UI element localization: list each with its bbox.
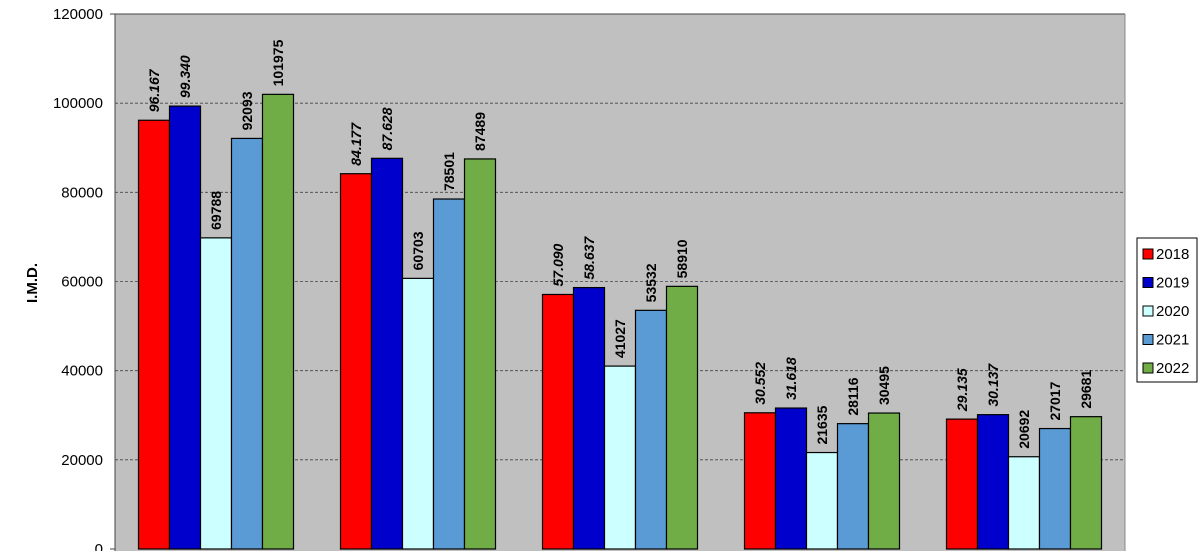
- y-tick-label: 20000: [61, 452, 103, 469]
- data-label: 30495: [876, 366, 892, 405]
- bar: [572, 286, 606, 550]
- data-label: 29681: [1078, 370, 1094, 409]
- data-label: 78501: [441, 152, 457, 191]
- bar: [665, 285, 699, 550]
- data-label: 60703: [410, 231, 426, 270]
- data-label: 30.552: [752, 362, 768, 405]
- data-label: 96.167: [146, 68, 162, 112]
- bar: [463, 158, 497, 550]
- data-label: 30.137: [985, 363, 1001, 407]
- y-tick-label: 120000: [53, 6, 103, 23]
- legend-swatch: [1142, 305, 1154, 317]
- data-label: 57.090: [550, 243, 566, 286]
- data-label: 21635: [814, 405, 830, 444]
- bar: [137, 119, 171, 550]
- bar: [836, 423, 870, 550]
- bar: [168, 105, 202, 550]
- y-tick-label: 100000: [53, 95, 103, 112]
- bar: [541, 293, 575, 550]
- data-label: 20692: [1016, 410, 1032, 449]
- bar: [867, 412, 901, 550]
- legend-label: 2018: [1156, 246, 1189, 263]
- data-label: 41027: [612, 319, 628, 358]
- legend-swatch: [1142, 362, 1154, 374]
- data-label: 58.637: [581, 236, 597, 280]
- bar: [339, 173, 373, 550]
- data-label: 58910: [674, 239, 690, 278]
- data-label: 31.618: [783, 357, 799, 400]
- bar: [370, 157, 404, 550]
- bar: [743, 412, 777, 550]
- legend-swatch: [1142, 248, 1154, 260]
- y-tick-label: 80000: [61, 184, 103, 201]
- bar: [976, 414, 1010, 550]
- bar: [774, 407, 808, 550]
- bar: [1007, 456, 1041, 550]
- data-label: 101975: [270, 39, 286, 86]
- bar: [230, 137, 264, 550]
- bar: [1038, 427, 1072, 550]
- data-label: 87489: [472, 112, 488, 151]
- legend-swatch: [1142, 334, 1154, 345]
- data-label: 92093: [239, 91, 255, 130]
- legend-label: 2019: [1156, 275, 1189, 292]
- legend-swatch: [1142, 277, 1154, 288]
- data-label: 69788: [208, 191, 224, 230]
- legend-label: 2020: [1156, 303, 1189, 320]
- bar: [401, 277, 435, 550]
- bar: [261, 93, 295, 550]
- y-tick-label: 40000: [61, 363, 103, 380]
- data-label: 27017: [1047, 381, 1063, 420]
- data-label: 99.340: [177, 55, 193, 98]
- y-tick-label: 60000: [61, 274, 103, 291]
- bar: [634, 309, 668, 550]
- legend-label: 2021: [1156, 332, 1189, 349]
- bar: [805, 451, 839, 550]
- legend-label: 2022: [1156, 360, 1189, 377]
- y-axis-label: I.M.D.: [24, 263, 41, 303]
- y-tick-label: 0: [95, 541, 103, 551]
- data-label: 28116: [845, 377, 861, 415]
- data-label: 87.628: [379, 107, 395, 150]
- bar: [603, 365, 637, 550]
- data-label: 84.177: [348, 122, 364, 166]
- data-label: 53532: [643, 263, 659, 302]
- bar: [432, 198, 466, 550]
- data-label: 29.135: [954, 368, 970, 412]
- bar: [199, 237, 233, 550]
- bar: [1069, 416, 1103, 550]
- bar: [945, 418, 979, 550]
